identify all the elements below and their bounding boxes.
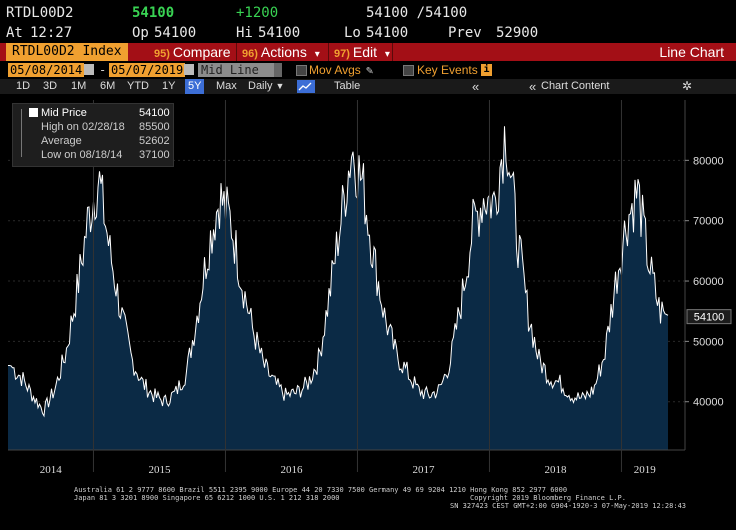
open-label: Op [132, 25, 149, 41]
compare-shortcut: 95) [154, 48, 170, 60]
x-tick-label: 2016 [280, 464, 303, 476]
edit-label: Edit [352, 44, 378, 60]
y-tick-label: 40000 [693, 397, 724, 409]
period-1y[interactable]: 1Y [162, 80, 176, 92]
date-dash: - [99, 63, 107, 77]
footer-session: SN 327423 CEST GMT+2:00 G904-1920-3 07-M… [450, 502, 687, 510]
period-5y[interactable]: 5Y [185, 79, 205, 94]
last-price-label: 54100 [694, 312, 725, 324]
legend-avg-label: Average [41, 135, 82, 147]
quote-time: 12:27 [30, 25, 73, 41]
x-tick-label: 2015 [148, 464, 171, 476]
price-line [8, 126, 669, 418]
gear-icon[interactable]: ✲ [682, 79, 693, 93]
y-axis-ticks: 40000 50000 60000 70000 80000 [685, 155, 724, 409]
actions-shortcut: 96) [242, 48, 258, 60]
low-label: Lo [344, 25, 361, 41]
legend-low-label: Low on 08/18/14 [41, 149, 123, 161]
quote-row-2: At 12:27 Op 54100 Hi 54100 Lo 54100 Prev… [0, 25, 736, 43]
frequency-select[interactable]: Daily ▼ [248, 79, 284, 94]
x-tick-label: 2014 [40, 464, 63, 476]
legend-tree-line [21, 109, 29, 157]
mid-price-swatch [29, 108, 38, 117]
line-chart-icon[interactable] [297, 80, 315, 93]
period-1m[interactable]: 1M [71, 80, 87, 92]
menu-separator [328, 43, 329, 61]
collapse-left-icon[interactable]: « [472, 79, 480, 94]
high-value: 54100 [258, 25, 301, 41]
x-tick-label: 2017 [412, 464, 435, 476]
at-label: At [6, 25, 23, 41]
quote-ticker: RTDL00D2 [6, 5, 74, 21]
footer-phones-2: Japan 81 3 3201 8900 Singapore 65 6212 1… [74, 494, 340, 502]
table-button[interactable]: Table [334, 80, 361, 92]
info-icon[interactable]: i [481, 64, 492, 76]
period-1d[interactable]: 1D [16, 80, 31, 92]
chart-legend[interactable]: Mid Price 54100 High on 02/28/18 85500 A… [12, 103, 174, 167]
footer-copyright: Copyright 2019 Bloomberg Finance L.P. [470, 494, 626, 502]
menu-separator [392, 43, 393, 61]
calendar-icon[interactable] [84, 64, 94, 75]
y-tick-label: 70000 [693, 216, 724, 228]
period-3d[interactable]: 3D [43, 80, 58, 92]
legend-high-label: High on 02/28/18 [41, 121, 125, 133]
menu-separator [236, 43, 237, 61]
edit-shortcut: 97) [334, 48, 350, 60]
actions-label: Actions [260, 44, 307, 60]
open-value: 54100 [154, 25, 197, 41]
collapse-right-icon[interactable]: « [529, 79, 537, 94]
last-price: 54100 [132, 5, 175, 21]
x-tick-label: 2019 [634, 464, 657, 476]
chart-toolbar: 1D 3D 1M 6M YTD 1Y 5Y Max Daily ▼ Table … [0, 79, 736, 94]
price-change: +1200 [236, 5, 279, 21]
y-tick-label: 50000 [693, 336, 724, 348]
security-ticker[interactable]: RTDL00D2 Index [6, 43, 128, 61]
y-tick-label: 80000 [693, 155, 724, 167]
legend-series-name: Mid Price [41, 107, 87, 119]
high-label: Hi [236, 25, 253, 41]
calendar-icon[interactable] [184, 64, 194, 75]
x-tick-label: 2018 [544, 464, 567, 476]
low-value: 54100 [366, 25, 409, 41]
legend-avg-value: 52602 [139, 135, 170, 147]
edit-menu[interactable]: 97) Edit ▾ [334, 43, 390, 61]
chart-type-title: Line Chart [659, 44, 724, 60]
period-ytd[interactable]: YTD [127, 80, 149, 92]
chevron-down-icon: ▾ [384, 49, 390, 60]
mov-avgs-checkbox[interactable] [296, 65, 307, 76]
field-select-arrow-icon[interactable] [274, 63, 282, 77]
actions-menu[interactable]: 96) Actions ▾ [242, 43, 320, 61]
price-area [8, 126, 668, 451]
chart-content-button[interactable]: Chart Content [541, 80, 610, 92]
key-events-label[interactable]: Key Events [417, 63, 478, 77]
period-max[interactable]: Max [216, 80, 237, 92]
end-date-input[interactable]: 05/07/2019 [109, 63, 186, 77]
footer-phones-1: Australia 61 2 9777 8600 Brazil 5511 239… [74, 486, 568, 494]
last-price-marker: 54100 [686, 309, 732, 325]
legend-low-value: 37100 [139, 149, 170, 161]
compare-menu[interactable]: 95) Compare [154, 43, 231, 61]
start-date-input[interactable]: 05/08/2014 [8, 63, 85, 77]
quote-row-1: RTDL00D2 54100 +1200 54100 /54100 [0, 5, 736, 23]
period-6m[interactable]: 6M [100, 80, 116, 92]
key-events-checkbox[interactable] [403, 65, 414, 76]
bid-ask: 54100 /54100 [366, 5, 468, 21]
chevron-down-icon: ▾ [314, 49, 320, 60]
chevron-down-icon: ▼ [275, 81, 285, 91]
y-tick-label: 60000 [693, 276, 724, 288]
frequency-label: Daily [248, 80, 273, 92]
prev-value: 52900 [496, 25, 539, 41]
menu-bar: RTDL00D2 Index 95) Compare 96) Actions ▾ 9… [0, 43, 736, 61]
field-select[interactable]: Mid Line [198, 63, 277, 77]
legend-series-value: 54100 [139, 107, 170, 119]
legend-high-value: 85500 [139, 121, 170, 133]
pencil-icon[interactable]: ✎ [366, 63, 374, 77]
prev-label: Prev [448, 25, 482, 41]
compare-label: Compare [172, 44, 231, 60]
date-range-row: 05/08/2014 - 05/07/2019 Mid Line Mov Avg… [0, 62, 736, 78]
mov-avgs-label[interactable]: Mov Avgs [309, 63, 361, 77]
